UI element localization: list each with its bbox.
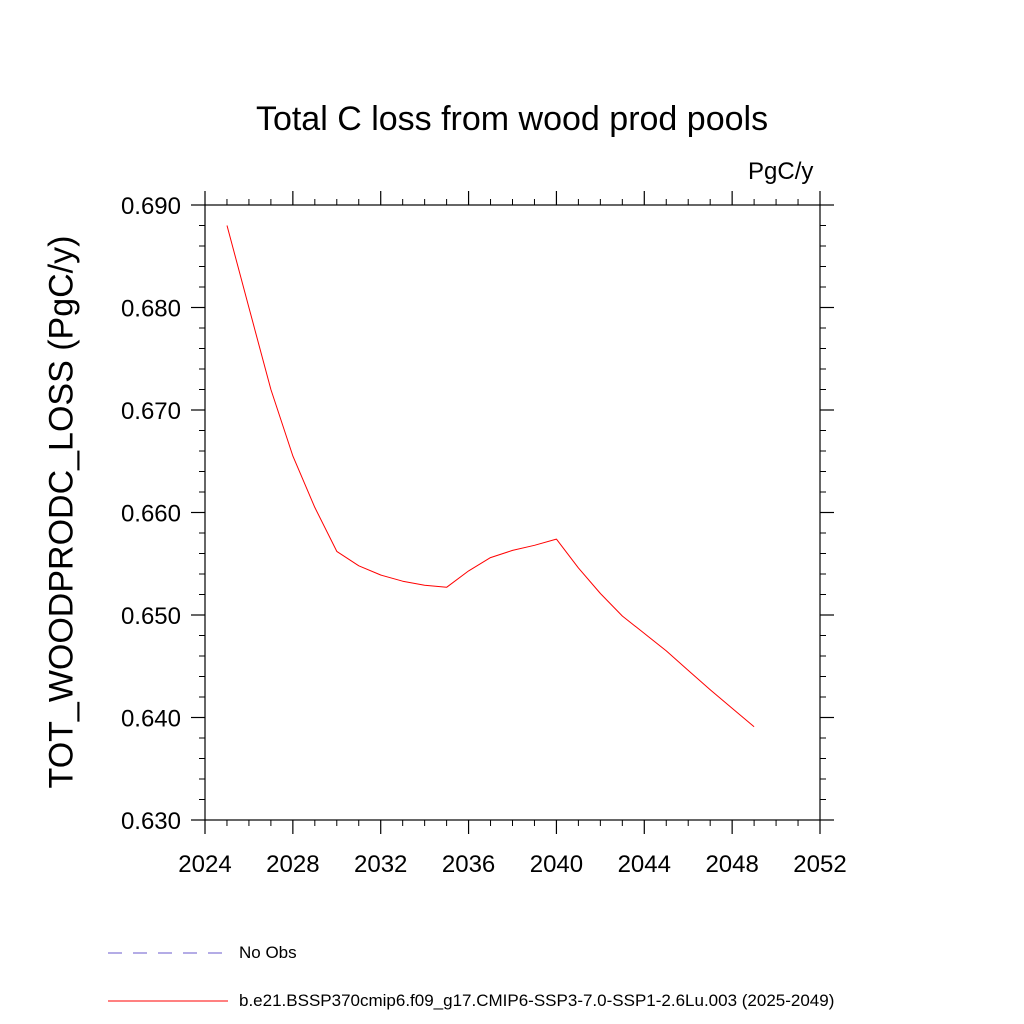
x-tick-label: 2052 xyxy=(793,851,846,878)
y-tick-label: 0.640 xyxy=(121,706,181,733)
x-tick-label: 2044 xyxy=(618,851,671,878)
y-tick-label: 0.680 xyxy=(121,296,181,323)
legend xyxy=(108,952,228,1002)
x-tick-label: 2036 xyxy=(442,851,495,878)
y-tick-label: 0.630 xyxy=(121,808,181,835)
y-tick-label: 0.660 xyxy=(121,501,181,528)
y-tick-label: 0.690 xyxy=(121,193,181,220)
x-tick-label: 2040 xyxy=(530,851,583,878)
x-tick-label: 2028 xyxy=(266,851,319,878)
chart-title: Total C loss from wood prod pools xyxy=(255,100,769,138)
units-label: PgC/y xyxy=(748,158,814,185)
y-tick-label: 0.650 xyxy=(121,603,181,630)
axis-ticks xyxy=(191,191,834,834)
legend-label-model-run: b.e21.BSSP370cmip6.f09_g17.CMIP6-SSP3-7.… xyxy=(239,991,835,1010)
series-line xyxy=(226,225,755,728)
tick-labels: 2024 2028 2032 2036 2040 2044 2048 2052 0.630 0.6… xyxy=(121,193,847,878)
x-tick-label: 2032 xyxy=(354,851,407,878)
series-layer xyxy=(226,225,755,728)
plot-frame xyxy=(204,204,821,821)
y-tick-label: 0.670 xyxy=(121,398,181,425)
x-tick-label: 2024 xyxy=(178,851,231,878)
x-tick-label: 2048 xyxy=(705,851,758,878)
legend-label-no-obs: No Obs xyxy=(239,943,297,962)
